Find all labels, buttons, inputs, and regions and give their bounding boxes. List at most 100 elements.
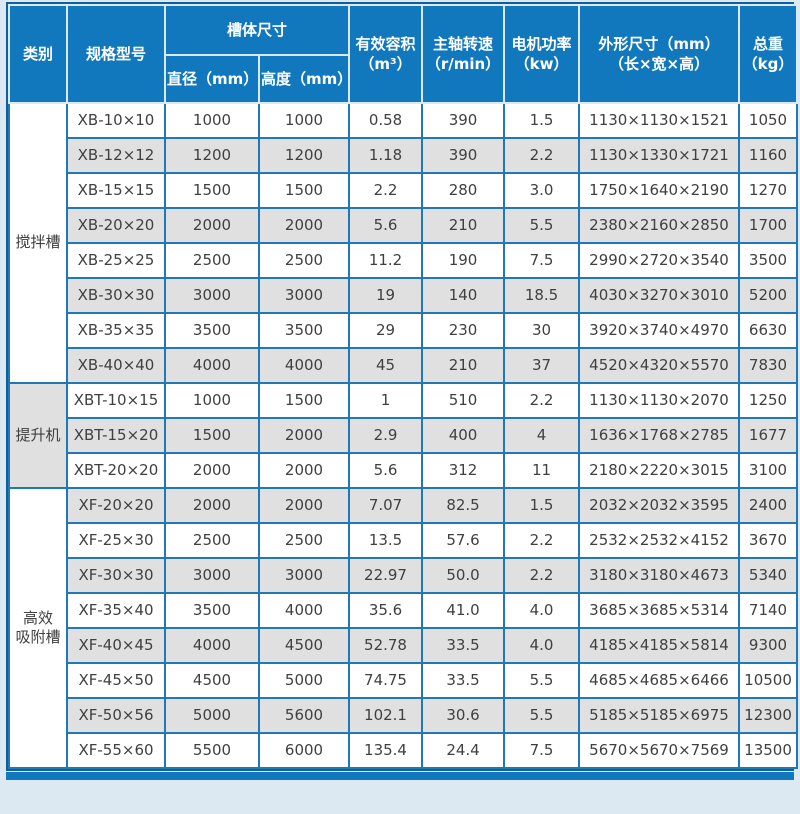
cell-model: XB-30×30 [66,277,166,314]
cell-weight: 3670 [738,522,799,559]
cell-volume: 1.18 [348,137,424,174]
table-row: XB-20×20 2000 2000 5.6 210 5.5 2380×2160×2850 1… [9,207,799,244]
cell-height: 2500 [257,522,351,559]
cell-speed: 33.5 [421,662,506,699]
cell-height: 4000 [257,347,351,384]
cell-dimensions: 4030×3270×3010 [578,277,741,314]
cell-diameter: 5000 [164,697,260,734]
cell-diameter: 4000 [164,347,260,384]
cell-dimensions: 2990×2720×3540 [578,242,741,279]
cell-volume: 2.9 [348,417,424,454]
cell-volume: 5.6 [348,452,424,489]
cell-speed: 390 [421,137,506,174]
cell-weight: 12300 [738,697,799,734]
table-body: 搅拌槽 XB-10×10 1000 1000 0.58 390 1.5 1130×1130×1… [8,102,799,769]
cell-power: 18.5 [503,277,581,314]
cell-height: 5000 [257,662,351,699]
cell-diameter: 1200 [164,137,260,174]
cell-model: XF-40×45 [66,627,166,664]
cell-power: 2.2 [503,382,581,419]
cell-power: 30 [503,312,581,349]
cell-dimensions: 5185×5185×6975 [578,697,741,734]
cell-speed: 30.6 [421,697,506,734]
cell-model: XF-50×56 [66,697,166,734]
cell-volume: 45 [348,347,424,384]
cell-volume: 22.97 [348,557,424,594]
cell-weight: 1160 [738,137,799,174]
cell-weight: 10500 [738,662,799,699]
cell-volume: 74.75 [348,662,424,699]
table-row: 提升机 XBT-10×15 1000 1500 1 510 2.2 1130×1130×207… [8,382,799,489]
cell-power: 1.5 [503,102,581,139]
cell-diameter: 2500 [164,242,260,279]
cell-volume: 2.2 [348,172,424,209]
cell-weight: 7830 [738,347,799,384]
cell-volume: 102.1 [348,697,424,734]
cell-height: 1500 [257,172,351,209]
cell-speed: 82.5 [421,487,506,524]
cell-dimensions: 2532×2532×4152 [578,522,741,559]
cell-model: XF-55×60 [66,732,166,769]
table-row: XF-40×45 4000 4500 52.78 33.5 4.0 4185×4185×58… [9,627,799,664]
cell-volume: 135.4 [348,732,424,769]
cell-dimensions: 3920×3740×4970 [578,312,741,349]
cell-diameter: 1500 [164,417,260,454]
cell-weight: 13500 [738,732,799,769]
cell-power: 2.2 [503,137,581,174]
cell-speed: 210 [421,347,506,384]
table-row: XBT-15×20 1500 2000 2.9 400 4 1636×1768×2785 16… [9,417,799,454]
cell-volume: 13.5 [348,522,424,559]
cell-diameter: 1500 [164,172,260,209]
cell-diameter: 2500 [164,522,260,559]
cell-speed: 210 [421,207,506,244]
cell-power: 1.5 [503,487,581,524]
cell-weight: 5200 [738,277,799,314]
cell-volume: 11.2 [348,242,424,279]
cell-diameter: 2000 [164,487,260,524]
table-row: XF-50×56 5000 5600 102.1 30.6 5.5 5185×5185×69… [9,697,799,734]
cell-volume: 35.6 [348,592,424,629]
table-row: 高效 吸附槽 XF-20×20 2000 2000 7.07 82.5 1.5 2032×20… [8,487,799,769]
cell-weight: 1250 [738,382,799,419]
cell-height: 2000 [257,452,351,489]
table-row: XF-25×30 2500 2500 13.5 57.6 2.2 2532×2532×415… [9,522,799,559]
cell-diameter: 5500 [164,732,260,769]
cell-height: 3500 [257,312,351,349]
cell-model: XB-35×35 [66,312,166,349]
header-dimensions: 外形尺寸（mm） （长×宽×高） [578,4,741,104]
cell-speed: 33.5 [421,627,506,664]
cell-power: 5.5 [503,662,581,699]
cell-speed: 41.0 [421,592,506,629]
table-row: XB-12×12 1200 1200 1.18 390 2.2 1130×1330×1721… [9,137,799,174]
cell-height: 1000 [257,102,351,139]
category-cell: 高效 吸附槽 [8,487,68,769]
cell-weight: 3100 [738,452,799,489]
cell-volume: 29 [348,312,424,349]
cell-weight: 7140 [738,592,799,629]
cell-dimensions: 1130×1130×2070 [578,382,741,419]
cell-speed: 230 [421,312,506,349]
cell-speed: 190 [421,242,506,279]
header-volume: 有效容积 （m³） [348,4,424,104]
cell-dimensions: 5670×5670×7569 [578,732,741,769]
cell-power: 11 [503,452,581,489]
footer-bar [6,772,794,780]
cell-dimensions: 2032×2032×3595 [578,487,741,524]
table-row: XB-30×30 3000 3000 19 140 18.5 4030×3270×3010 5… [9,277,799,314]
cell-height: 2500 [257,242,351,279]
cell-weight: 9300 [738,627,799,664]
cell-height: 1500 [257,382,351,419]
cell-volume: 7.07 [348,487,424,524]
cell-weight: 1050 [738,102,799,139]
cell-power: 3.0 [503,172,581,209]
cell-diameter: 4500 [164,662,260,699]
cell-dimensions: 4185×4185×5814 [578,627,741,664]
cell-power: 5.5 [503,697,581,734]
cell-volume: 1 [348,382,424,419]
cell-speed: 390 [421,102,506,139]
cell-weight: 1677 [738,417,799,454]
cell-dimensions: 4520×4320×5570 [578,347,741,384]
header-speed: 主轴转速 （r/min） [421,4,506,104]
cell-power: 4.0 [503,592,581,629]
cell-weight: 2400 [738,487,799,524]
